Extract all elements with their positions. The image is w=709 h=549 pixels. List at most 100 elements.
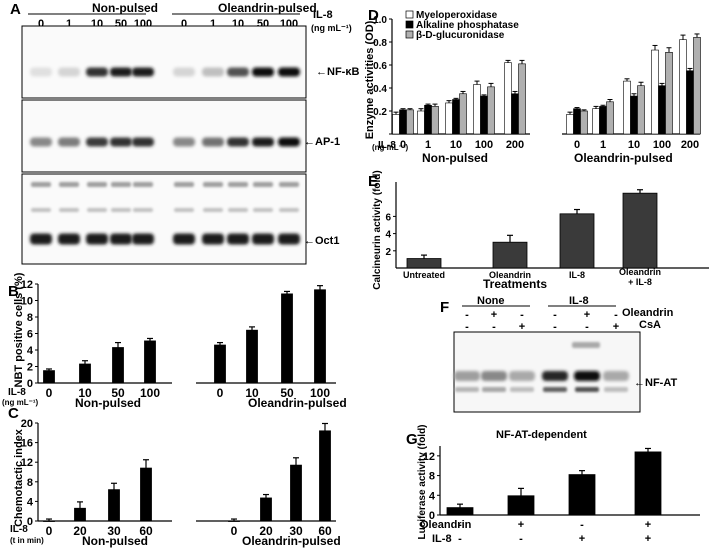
sign-oleandrin: +: [645, 519, 651, 531]
gel-band-faint: [572, 342, 600, 348]
sign-oleandrin: -: [458, 519, 462, 531]
chart-g: 0 4 8 12 - + - + - - + +: [423, 446, 700, 545]
gel-band: [58, 67, 80, 77]
group-label-b-oleandrin: Oleandrin-pulsed: [248, 396, 347, 410]
x-prefix-unit-d: (ng mL⁻¹): [372, 143, 409, 152]
gel-band: [278, 233, 300, 245]
sign-csa: -: [492, 321, 496, 333]
bar: [480, 95, 488, 135]
band-label-oct1: ←Oct1: [304, 235, 339, 247]
bar: [507, 495, 535, 516]
panel-g: G NF-AT-dependent Luciferase activity (f…: [406, 424, 700, 545]
y-axis-label-g: Luciferase activity (fold): [417, 424, 428, 539]
gel-band: [30, 233, 52, 245]
legend-swatch: [405, 10, 414, 19]
dose-label: IL-8: [313, 9, 333, 21]
x-tick-label: 100: [310, 386, 330, 400]
x-tick-label: 50: [280, 386, 294, 400]
bar: [573, 108, 581, 135]
panel-f: F None IL-8 Oleandrin CsA - + - - + -- - + - - + ←…: [440, 295, 677, 413]
bar: [281, 293, 293, 384]
bar: [319, 430, 331, 522]
x-tick-label: 100: [475, 139, 493, 151]
y-tick-label: 6: [385, 212, 391, 223]
bar: [473, 84, 481, 135]
x-tick-label: Untreated: [403, 270, 445, 280]
bar: [43, 520, 55, 522]
gel-band: [132, 233, 154, 245]
y-tick-label: 0: [429, 510, 435, 522]
gel-band: [86, 67, 108, 77]
bar: [634, 451, 662, 516]
gel-band-faint: [87, 182, 107, 187]
panel-letter-d: D: [368, 7, 379, 24]
gel-band: [574, 371, 600, 381]
x-tick-label: 200: [681, 139, 699, 151]
y-tick-label: 4: [385, 230, 391, 241]
gel-band: [173, 67, 195, 77]
gel-nfkb: [21, 25, 307, 99]
sign-oleandrin: +: [584, 309, 590, 321]
sign-oleandrin: -: [614, 309, 618, 321]
gel-band: [132, 137, 154, 147]
bar: [658, 85, 666, 135]
bar: [487, 86, 495, 135]
gel-band: [252, 137, 274, 147]
bar: [228, 520, 240, 522]
gel-band: [202, 137, 224, 147]
gel-band-faint: [87, 208, 107, 212]
gel-band: [110, 67, 132, 77]
bar: [399, 109, 407, 135]
sign-oleandrin: +: [491, 309, 497, 321]
group-label-oleandrin: Oleandrin-pulsed: [218, 1, 317, 15]
y-tick-label: 8: [27, 477, 33, 489]
y-tick-label: 0.8: [373, 38, 387, 49]
bar: [511, 93, 519, 135]
gel-band: [132, 67, 154, 77]
gel-band-faint: [59, 182, 79, 187]
x-tick-label: 0: [400, 139, 406, 151]
gel-band-faint: [111, 208, 131, 212]
group-label-d-nonpulsed: Non-pulsed: [422, 151, 488, 165]
y-tick-label: 8: [429, 471, 435, 483]
panel-c: C Chemotactic index IL-8 (t in min) Non-…: [8, 405, 341, 548]
x-tick-label: Oleandrin: [619, 267, 661, 277]
bar: [314, 289, 326, 384]
chart-title-g: NF-AT-dependent: [496, 429, 587, 441]
bar: [144, 340, 156, 384]
gel-oct1: [21, 173, 307, 265]
gel-band: [86, 137, 108, 147]
gel-band-faint: [59, 208, 79, 212]
bar: [637, 85, 645, 135]
bar: [622, 192, 658, 269]
x-prefix-unit-b: (ng mL⁻¹): [2, 398, 39, 407]
legend-swatch: [405, 20, 414, 29]
gel-band: [252, 67, 274, 77]
bar: [431, 106, 439, 135]
gel-band-faint: [31, 208, 51, 212]
gel-band-faint: [203, 208, 223, 212]
y-tick-label: 8: [27, 312, 33, 324]
gel-band: [454, 371, 480, 381]
x-tick-label: 1: [600, 139, 606, 151]
panel-b: B NBT positive cells (%) IL-8 (ng mL⁻¹) …: [2, 272, 347, 410]
sign-il8: +: [579, 533, 585, 545]
y-axis-label-b: NBT positive cells (%): [13, 272, 25, 387]
bar: [290, 464, 302, 522]
x-prefix-b: IL-8: [8, 387, 26, 398]
bar: [566, 114, 574, 135]
bar: [504, 62, 512, 135]
x-tick-label: 0: [231, 524, 238, 538]
x-tick-label: 60: [139, 524, 153, 538]
gel-band-faint: [510, 387, 534, 392]
sign-il8: -: [519, 533, 523, 545]
bar: [112, 347, 124, 384]
y-tick-label: 0.4: [373, 84, 387, 95]
sign-il8: +: [645, 533, 651, 545]
gel-band: [86, 233, 108, 245]
gel-band: [227, 137, 249, 147]
gel-band: [110, 233, 132, 245]
